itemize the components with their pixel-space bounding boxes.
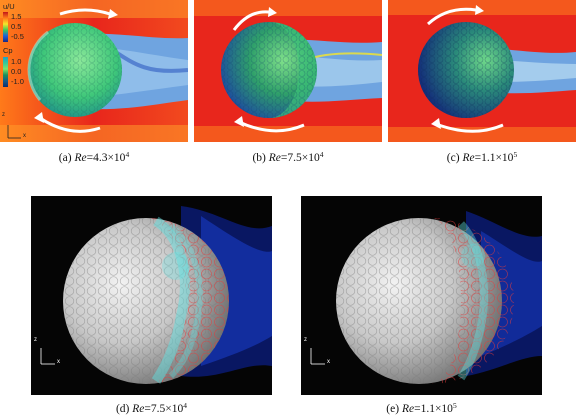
caption-value: =4.3×10 bbox=[86, 152, 126, 164]
axis-z-label: z bbox=[2, 112, 5, 118]
legend-velocity-tick: 1.5 bbox=[11, 12, 22, 21]
rotation-arrow-bottom bbox=[39, 116, 101, 133]
caption-value: =1.1×10 bbox=[414, 403, 453, 415]
caption-a: (a) Re=4.3×104 bbox=[0, 151, 188, 165]
caption-c: (c) Re=1.1×105 bbox=[388, 151, 576, 165]
legend-velocity-title: u/U bbox=[3, 2, 15, 11]
caption-exponent: 4 bbox=[125, 150, 130, 159]
caption-label: (c) bbox=[446, 152, 463, 164]
caption-label: (d) bbox=[115, 403, 133, 415]
caption-exponent: 5 bbox=[513, 150, 518, 159]
legend-pressure-tick: 1.0 bbox=[11, 57, 22, 66]
caption-exponent: 5 bbox=[452, 401, 457, 410]
panel-b-flow-image bbox=[194, 0, 382, 142]
caption-re: Re bbox=[268, 152, 281, 164]
axis-x-label: x bbox=[57, 359, 60, 365]
caption-re: Re bbox=[401, 403, 415, 415]
panel-e-vortex-structure: z x bbox=[301, 196, 542, 395]
legend-velocity-tick: 0.5 bbox=[11, 22, 22, 31]
axis-z-label: z bbox=[34, 337, 37, 343]
panel-d-vortex-image bbox=[31, 196, 272, 395]
panel-e-vortex-image bbox=[301, 196, 542, 395]
caption-e: (e) Re=1.1×105 bbox=[301, 402, 542, 416]
caption-label: (b) bbox=[252, 152, 269, 164]
caption-value: =7.5×10 bbox=[280, 152, 320, 164]
legend-pressure-bar bbox=[3, 57, 8, 87]
axis-x-label: x bbox=[23, 133, 26, 139]
panel-a-flow-field: u/U 1.5 0.5 -0.5 Cp 1.0 0.0 -1.0 z x bbox=[0, 0, 188, 142]
caption-re: Re bbox=[132, 403, 145, 415]
caption-re: Re bbox=[74, 152, 87, 164]
legend-pressure-tick: -1.0 bbox=[11, 77, 24, 86]
panel-b-flow-field bbox=[194, 0, 382, 142]
legend-pressure-tick: 0.0 bbox=[11, 67, 22, 76]
caption-exponent: 4 bbox=[183, 401, 188, 410]
legend-pressure-title: Cp bbox=[3, 46, 13, 55]
legend-velocity-bar bbox=[3, 12, 8, 42]
caption-value: =1.1×10 bbox=[474, 152, 514, 164]
legend-velocity-tick: -0.5 bbox=[11, 32, 24, 41]
axis-z-label: z bbox=[304, 337, 307, 343]
caption-b: (b) Re=7.5×104 bbox=[194, 151, 382, 165]
caption-re: Re bbox=[462, 152, 475, 164]
caption-value: =7.5×10 bbox=[144, 403, 184, 415]
panel-c-flow-field bbox=[388, 0, 576, 142]
caption-exponent: 4 bbox=[319, 150, 324, 159]
caption-label: (a) bbox=[58, 152, 75, 164]
caption-label: (e) bbox=[386, 403, 402, 415]
panel-c-flow-image bbox=[388, 0, 576, 142]
panel-a-flow-image bbox=[0, 0, 188, 142]
panel-d-vortex-structure: z x bbox=[31, 196, 272, 395]
caption-d: (d) Re=7.5×104 bbox=[31, 402, 272, 416]
rotation-arrow-top bbox=[59, 8, 111, 16]
axis-x-label: x bbox=[327, 359, 330, 365]
